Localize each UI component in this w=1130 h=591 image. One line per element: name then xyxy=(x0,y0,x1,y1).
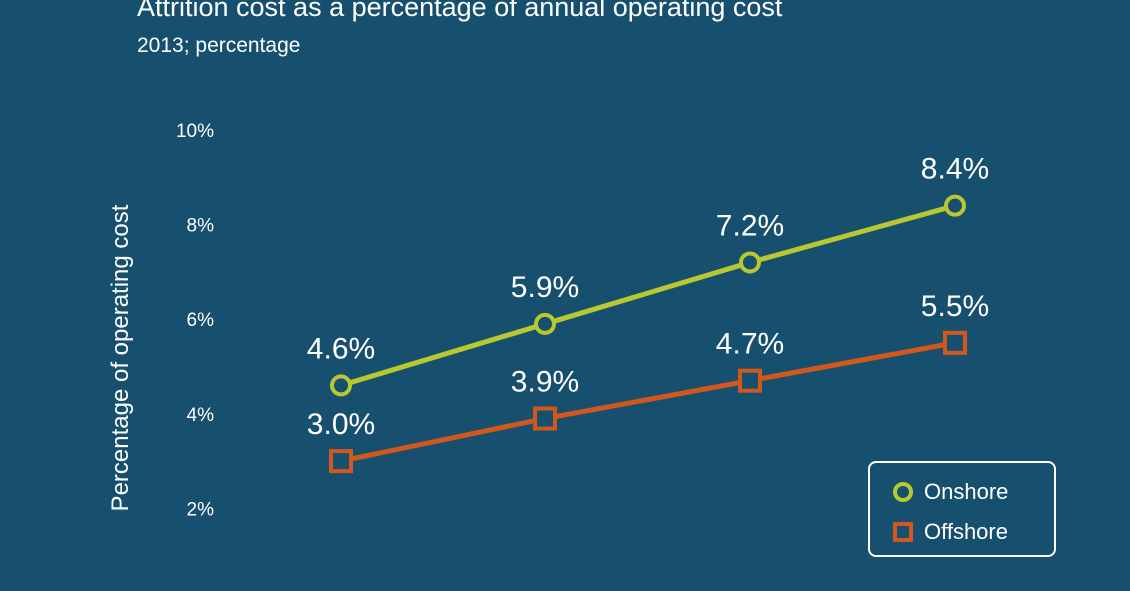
y-tick-label: 8% xyxy=(187,216,215,237)
data-point-onshore xyxy=(330,374,352,397)
data-label-offshore: 4.7% xyxy=(716,328,784,361)
legend-marker-square-icon xyxy=(893,522,913,542)
legend-label-onshore: Onshore xyxy=(924,479,1009,504)
y-axis-label: Percentage of operating cost xyxy=(107,204,134,511)
y-tick-label: 4% xyxy=(187,405,215,426)
legend-label-offshore: Offshore xyxy=(924,519,1008,544)
legend-item-offshore: Offshore xyxy=(892,519,1008,545)
y-tick-label: 10% xyxy=(176,121,214,142)
data-label-onshore: 4.6% xyxy=(307,332,375,365)
chart-title: Attrition cost as a percentage of annual… xyxy=(137,0,783,22)
series-line-onshore xyxy=(340,203,956,388)
data-label-onshore: 8.4% xyxy=(921,153,989,186)
data-point-onshore xyxy=(944,194,966,217)
chart-subtitle: 2013; percentage xyxy=(137,34,301,57)
legend-item-onshore: Onshore xyxy=(892,479,1008,505)
data-point-offshore xyxy=(533,406,557,431)
data-point-onshore xyxy=(534,312,556,335)
y-tick-label: 6% xyxy=(187,310,215,331)
data-label-offshore: 3.0% xyxy=(307,408,375,441)
data-label-offshore: 5.5% xyxy=(921,290,989,323)
data-point-offshore xyxy=(329,449,353,474)
data-point-offshore xyxy=(738,368,762,393)
data-label-onshore: 5.9% xyxy=(511,271,579,304)
data-point-onshore xyxy=(739,251,761,274)
data-point-offshore xyxy=(943,330,967,355)
legend-marker-circle-icon xyxy=(893,482,913,502)
y-tick-label: 2% xyxy=(187,499,215,520)
legend: Onshore Offshore xyxy=(868,461,1056,557)
series-line-offshore xyxy=(340,340,956,464)
data-label-onshore: 7.2% xyxy=(716,209,784,242)
data-label-offshore: 3.9% xyxy=(511,366,579,399)
